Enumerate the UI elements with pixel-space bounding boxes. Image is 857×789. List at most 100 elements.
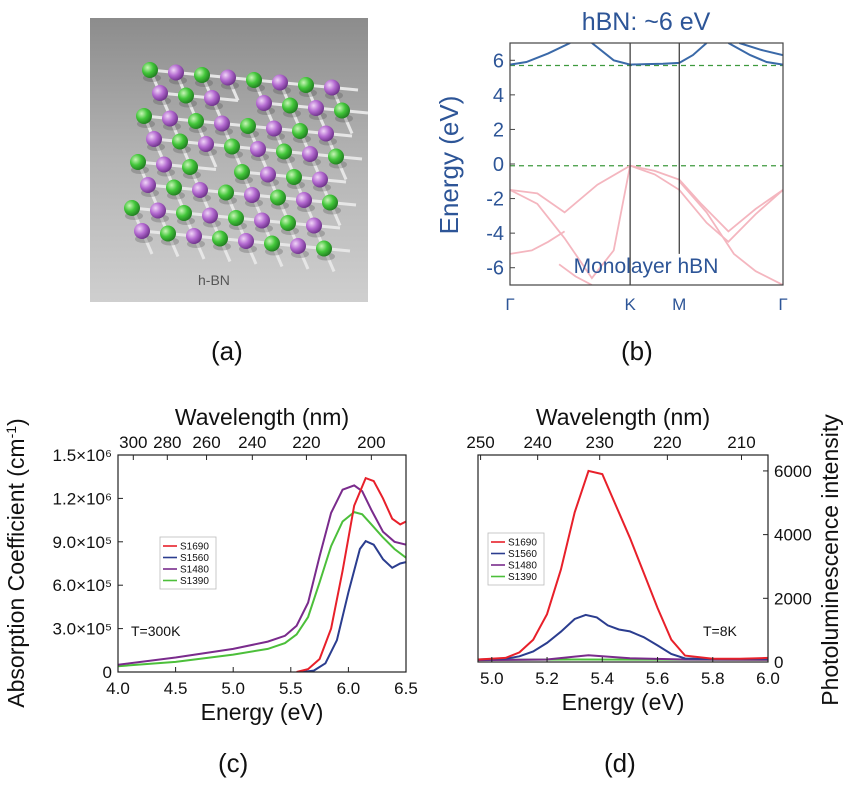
xtick-label-d: 5.0	[480, 669, 504, 688]
boron-atom	[280, 215, 296, 231]
nitrogen-atom	[220, 69, 236, 86]
panel-letter-c: (c)	[218, 748, 248, 778]
boron-atom	[264, 235, 280, 252]
boron-atom	[142, 62, 158, 78]
ytick-label-b: 6	[493, 50, 504, 72]
legend-label-S1480: S1480	[508, 561, 537, 572]
boron-atom	[334, 102, 350, 119]
nitrogen-atom	[150, 202, 166, 219]
xlabel-d: Energy (eV)	[562, 689, 685, 715]
boron-atom	[218, 184, 234, 201]
nitrogen-atom	[192, 182, 208, 198]
nitrogen-atom	[146, 131, 162, 147]
boron-atom	[246, 72, 262, 88]
annotation-b: Monolayer hBN	[574, 255, 719, 278]
ytick-label-b: 2	[493, 119, 504, 141]
boron-atom	[322, 194, 338, 211]
nitrogen-atom	[266, 120, 282, 137]
nitrogen-atom	[140, 177, 156, 193]
xtick-label-d: 5.2	[535, 669, 559, 688]
kpoint-label: M	[672, 295, 686, 314]
series-line-S1560	[302, 539, 406, 672]
legend-label-S1390: S1390	[180, 576, 209, 587]
panel-d-photoluminescence: 5.0 5.2 5.4 5.6 5.8 6.0 250 240 230 220 210 0 2000 40…	[466, 404, 843, 715]
ylabel-d: Photoluminescence intensity	[817, 414, 843, 706]
boron-atom	[160, 225, 176, 242]
panel-c-absorption: 4.0 4.5 5.0 5.5 6.0 6.5 300 280 260 240 220 200 0 3.0…	[3, 404, 418, 725]
kpoint-label: Γ	[505, 295, 514, 314]
ylabel-b: Energy (eV)	[434, 96, 464, 235]
plot-frame-b	[509, 42, 784, 286]
boron-atom	[212, 230, 228, 247]
ytick-label-b: -6	[486, 258, 504, 280]
plot-frame-d	[477, 454, 769, 663]
legend-label-S1690: S1690	[508, 538, 537, 549]
valence-band-2	[510, 230, 566, 255]
boron-atom	[182, 159, 198, 175]
xtick-label-c: 4.5	[164, 679, 188, 698]
boron-atom	[178, 87, 194, 104]
xtick-label-c: 6.5	[394, 679, 418, 698]
nitrogen-atom	[186, 228, 202, 244]
ytick-label-b: -4	[486, 223, 504, 245]
top-tick-label-c: 200	[357, 433, 385, 452]
boron-atom	[276, 143, 292, 160]
boron-atom	[292, 123, 308, 139]
ytick-label-c: 3.0×10⁵	[52, 620, 112, 639]
conduction-band-2	[727, 43, 783, 66]
ytick-label-b: 4	[493, 85, 504, 107]
legend-label-S1560: S1560	[508, 549, 537, 560]
series-line-S1690	[296, 476, 406, 672]
nitrogen-atom	[168, 64, 184, 81]
kpoint-label: K	[624, 295, 636, 314]
panel-a-illustration: h-BN	[90, 18, 369, 302]
xtick-label-c: 5.0	[221, 679, 245, 698]
boron-atom	[270, 189, 286, 206]
hbn-lattice	[124, 62, 369, 273]
boron-atom	[176, 205, 192, 221]
top-tick-label-c: 240	[238, 433, 266, 452]
nitrogen-atom	[296, 192, 312, 208]
legend-label-S1390: S1390	[508, 572, 537, 583]
valence-band-0	[510, 164, 783, 233]
ytick-label-b: 0	[493, 154, 504, 176]
kpoint-label: Γ	[778, 295, 787, 314]
panel-letter-d: (d)	[604, 748, 636, 778]
panel-letter-a: (a)	[211, 336, 243, 366]
nitrogen-atom	[152, 85, 168, 101]
boron-atom	[188, 113, 204, 129]
nitrogen-atom	[134, 223, 150, 239]
ytick-label-c: 1.2×10⁶	[53, 489, 112, 508]
top-tick-label-c: 300	[119, 433, 147, 452]
nitrogen-atom	[256, 95, 272, 111]
boron-atom	[286, 169, 302, 185]
nitrogen-atom	[250, 141, 266, 157]
boron-atom	[328, 148, 344, 165]
valence-band-4	[678, 180, 783, 285]
top-xlabel-c: Wavelength (nm)	[175, 404, 349, 430]
boron-atom	[316, 240, 332, 257]
ylabel-c-sup: -1	[3, 426, 19, 439]
nitrogen-atom	[214, 115, 230, 132]
series-line-S1390	[118, 510, 406, 668]
nitrogen-atom	[318, 125, 334, 142]
ylabel-c-main: Absorption Coefficient (cm	[3, 438, 29, 707]
nitrogen-atom	[290, 238, 306, 254]
nitrogen-atom	[238, 233, 254, 249]
boron-atom	[194, 67, 210, 83]
xtick-label-c: 6.0	[337, 679, 361, 698]
plot-area-b	[510, 43, 783, 285]
series-line-S1560	[478, 613, 768, 661]
ytick-label-d: 4000	[774, 526, 812, 545]
ytick-label-c: 6.0×10⁵	[52, 576, 112, 595]
nitrogen-atom	[162, 110, 178, 127]
conduction-band-3	[738, 43, 783, 57]
boron-atom	[228, 210, 244, 226]
xtick-label-d: 6.0	[756, 669, 780, 688]
xtick-label-d: 5.8	[701, 669, 725, 688]
plot-frame-c	[117, 454, 407, 673]
ylabel-c: Absorption Coefficient (cm-1)	[3, 418, 29, 707]
ytick-label-b: -2	[486, 189, 504, 211]
xlabel-c: Energy (eV)	[201, 699, 324, 725]
